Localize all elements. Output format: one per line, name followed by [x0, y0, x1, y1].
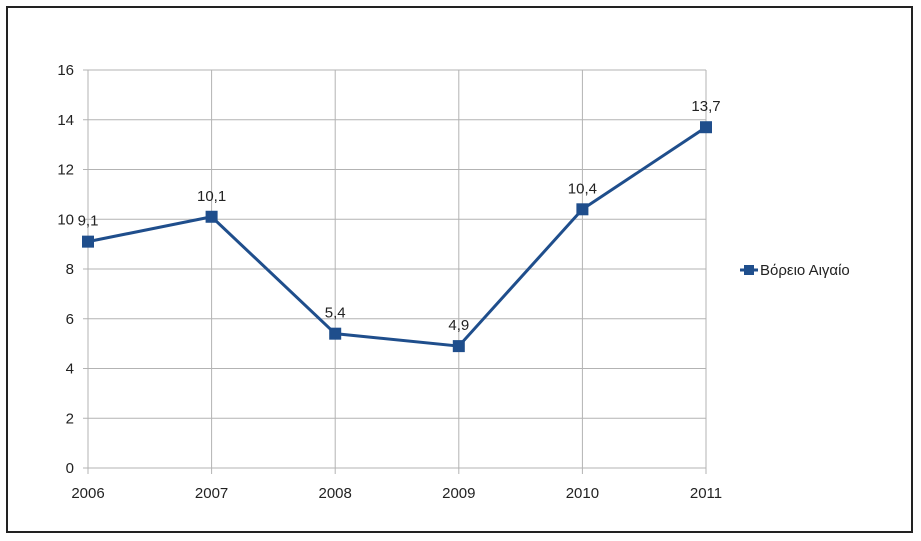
y-tick-label: 14 — [57, 112, 74, 129]
legend-marker-swatch — [744, 265, 754, 275]
data-point-marker — [452, 340, 465, 353]
x-tick-label: 2008 — [319, 485, 352, 502]
y-tick-label: 10 — [57, 211, 74, 228]
x-axis-ticks: 2006 2007 2008 2009 2010 2011 — [71, 485, 722, 502]
y-tick-label: 4 — [66, 361, 74, 378]
x-tick-label: 2011 — [690, 485, 722, 502]
y-axis-ticks: 0 2 4 6 8 10 12 14 16 — [57, 62, 74, 477]
y-tick-label: 8 — [66, 261, 74, 278]
x-tick-label: 2010 — [566, 485, 599, 502]
data-labels: 9,1 10,1 5,4 4,9 10,4 13,7 — [78, 98, 721, 334]
legend-label: Βόρειο Αιγαίο — [760, 262, 850, 279]
data-point-marker — [700, 121, 712, 134]
data-point-marker — [205, 210, 218, 223]
legend: Βόρειο Αιγαίο — [740, 262, 850, 279]
data-label: 4,9 — [448, 317, 469, 334]
data-point-marker — [82, 235, 94, 248]
y-tick-label: 16 — [57, 62, 74, 79]
y-tick-label: 0 — [66, 460, 74, 477]
data-label: 10,4 — [568, 180, 597, 197]
gridlines — [83, 69, 707, 474]
data-label: 13,7 — [691, 98, 720, 115]
y-tick-label: 6 — [66, 311, 74, 328]
y-tick-label: 2 — [66, 410, 74, 427]
series-group — [82, 121, 712, 353]
data-label: 9,1 — [78, 213, 99, 230]
x-tick-label: 2007 — [195, 485, 228, 502]
data-label: 10,1 — [197, 188, 226, 205]
data-point-marker — [576, 203, 589, 216]
data-label: 5,4 — [325, 305, 346, 322]
x-tick-label: 2009 — [442, 485, 475, 502]
series-line — [87, 125, 707, 348]
data-point-marker — [329, 327, 342, 340]
x-tick-label: 2006 — [71, 485, 104, 502]
y-tick-label: 12 — [57, 162, 74, 179]
